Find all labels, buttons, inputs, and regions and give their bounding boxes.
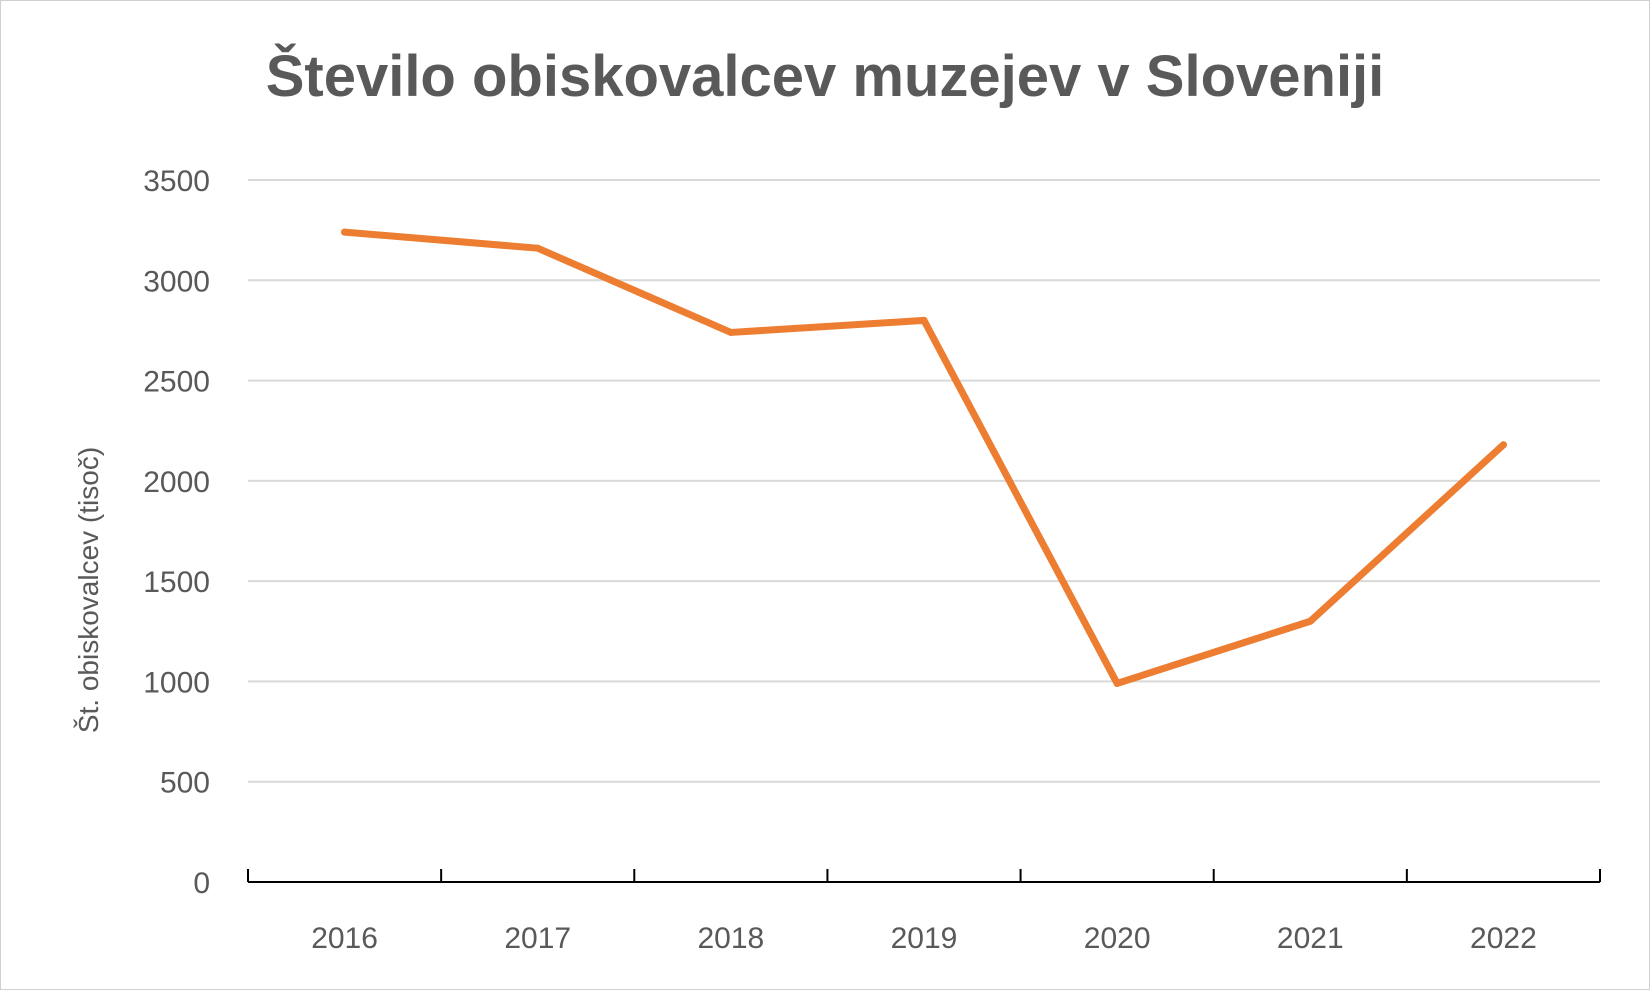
series-line (341, 228, 1507, 687)
x-tick-label: 2018 (697, 922, 764, 955)
y-tick-label: 3000 (143, 265, 210, 298)
y-tick-label: 1000 (143, 666, 210, 699)
data-point (534, 244, 542, 252)
data-point (920, 316, 928, 324)
data-point (1113, 679, 1121, 687)
y-tick-label: 500 (160, 767, 210, 800)
y-tick-label: 1500 (143, 566, 210, 599)
x-tick-label: 2016 (311, 922, 378, 955)
data-point (1499, 441, 1507, 449)
x-tick-label: 2022 (1470, 922, 1537, 955)
y-tick-label: 2000 (143, 466, 210, 499)
x-tick-label: 2019 (891, 922, 958, 955)
x-tick-label: 2021 (1277, 922, 1344, 955)
x-tick-label: 2017 (504, 922, 571, 955)
chart-title: Število obiskovalcev muzejev v Sloveniji (265, 44, 1385, 109)
y-tick-label: 0 (193, 867, 210, 900)
x-tick-label: 2020 (1084, 922, 1151, 955)
y-tick-label: 2500 (143, 366, 210, 399)
data-point (341, 228, 349, 236)
y-tick-label: 3500 (143, 165, 210, 198)
data-point (727, 328, 735, 336)
data-point (1306, 617, 1314, 625)
